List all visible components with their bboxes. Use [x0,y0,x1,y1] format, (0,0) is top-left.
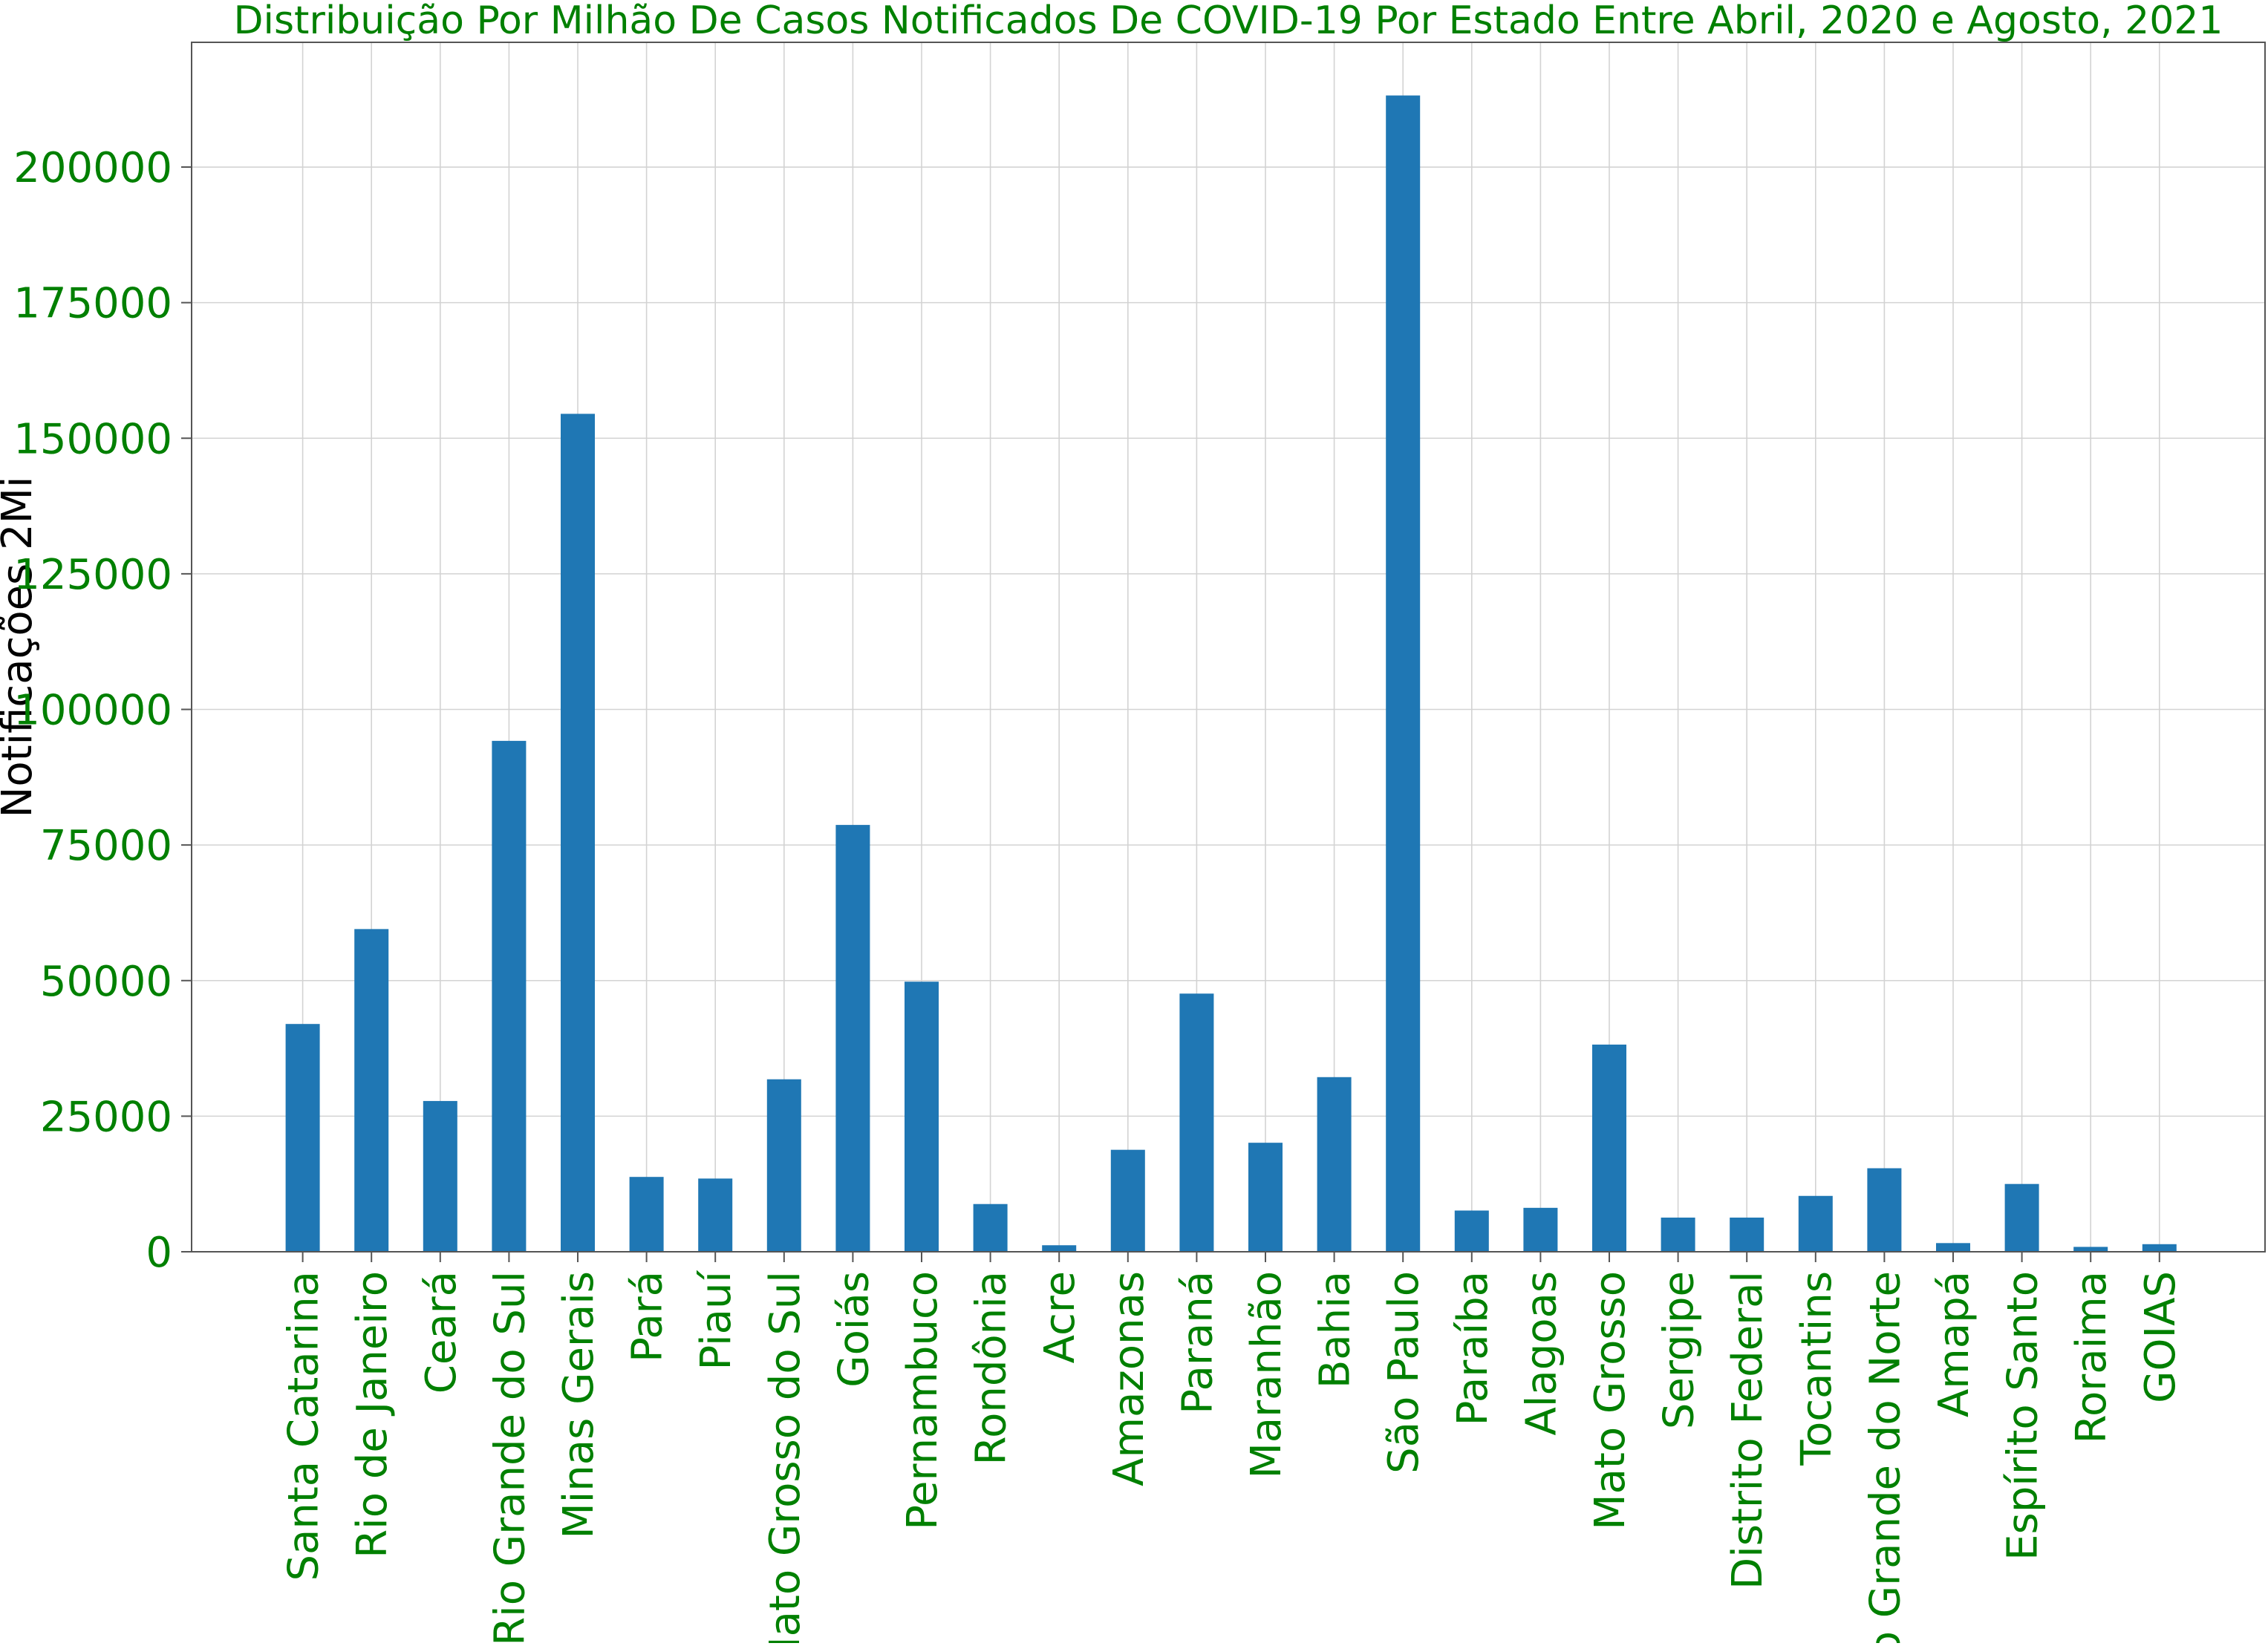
y-tick-label: 125000 [13,551,172,599]
bar-tocantins [1798,1195,1833,1252]
x-tick-label: Pará [624,1271,672,1362]
bar-pará [629,1177,664,1252]
bar-paraná [1179,993,1214,1252]
bar-amazonas [1110,1149,1145,1252]
bar-roraima [2073,1247,2108,1252]
x-tick-label: Paraíba [1449,1271,1497,1425]
bar-rondônia [973,1204,1008,1252]
bar-goiás [835,825,870,1252]
x-tick-label: Maranhão [1242,1271,1291,1479]
axes-frame [181,42,2266,1262]
x-tick-label: Espírito Santo [1999,1271,2047,1561]
x-tick-label: Ceará [417,1271,466,1394]
x-tick-label: Mato Grosso do Sul [761,1271,809,1643]
x-tick-label: Santa Catarina [280,1271,328,1581]
y-axis-label: Notificações 2Mi [0,476,42,817]
bar-rio-de-janeiro [354,929,389,1252]
bar-santa-catarina [285,1024,320,1252]
bar-distrito-federal [1730,1217,1764,1252]
bar-acre [1042,1245,1077,1252]
y-tick-label: 75000 [40,822,172,870]
x-tick-label: Bahia [1311,1271,1360,1388]
bar-amapá [1936,1243,1970,1252]
x-tick-label: Minas Gerais [555,1271,603,1539]
x-tick-label: Acre [1036,1271,1084,1363]
bar-pernambuco [905,982,939,1252]
bar-sergipe [1661,1217,1695,1252]
y-tick-label: 25000 [40,1093,172,1141]
bar-são-paulo [1386,95,1421,1252]
x-tick-label: São Paulo [1380,1271,1428,1474]
bar-rio-grande-do-norte [1867,1168,1902,1252]
y-tick-label: 200000 [13,144,172,192]
bar-espírito-santo [2004,1183,2039,1252]
x-tick-label: Rio Grande do Norte [1861,1271,1909,1643]
x-tick-labels: Santa Catarina Rio de Janeiro Ceará Rio Gra… [280,1270,2185,1646]
bar-piauí [698,1178,733,1252]
y-tick-label: 150000 [13,415,172,463]
bar-maranhão [1248,1143,1283,1252]
x-tick-label: Amapá [1930,1271,1978,1417]
bar-mato-grosso-do-sul [766,1079,801,1252]
y-tick-label: 50000 [40,958,172,1006]
bars [285,95,2177,1252]
x-tick-label: Goiás [830,1271,878,1388]
x-tick-label: Rondônia [968,1271,1016,1465]
x-tick-label: Rio de Janeiro [348,1271,397,1558]
bar-ceará [423,1100,457,1252]
x-tick-label: Amazonas [1105,1271,1153,1486]
bar-mato-grosso [1592,1044,1626,1252]
bar-alagoas [1523,1207,1558,1252]
y-tick-label: 100000 [13,687,172,735]
x-tick-label: Roraima [2067,1271,2116,1443]
y-tick-labels: 0 25000 50000 75000 100000 125000 150000 175000… [13,144,172,1277]
y-tick-label: 175000 [13,280,172,328]
chart-title: Distribuição Por Milhão De Casos Notific… [233,0,2223,43]
x-tick-label: Sergipe [1655,1271,1704,1429]
bar-rio-grande-do-sul [492,740,527,1252]
x-tick-label: Mato Grosso [1586,1271,1635,1530]
x-tick-label: Piauí [692,1270,740,1371]
x-tick-label: Alagoas [1517,1271,1565,1435]
bar-bahia [1317,1077,1352,1252]
y-tick-label: 0 [146,1229,172,1277]
x-tick-label: Rio Grande do Sul [486,1271,534,1643]
x-tick-label: Distrito Federal [1724,1271,1772,1590]
x-tick-label: Tocantins [1793,1271,1841,1466]
x-tick-label: GOIAS [2137,1271,2185,1403]
bar-goias [2142,1244,2177,1252]
bar-minas-gerais [561,414,595,1252]
x-tick-label: Pernambuco [899,1271,947,1530]
plot-frame [191,42,2266,1253]
x-tick-label: Paraná [1173,1271,1222,1414]
bar-paraíba [1454,1210,1489,1252]
